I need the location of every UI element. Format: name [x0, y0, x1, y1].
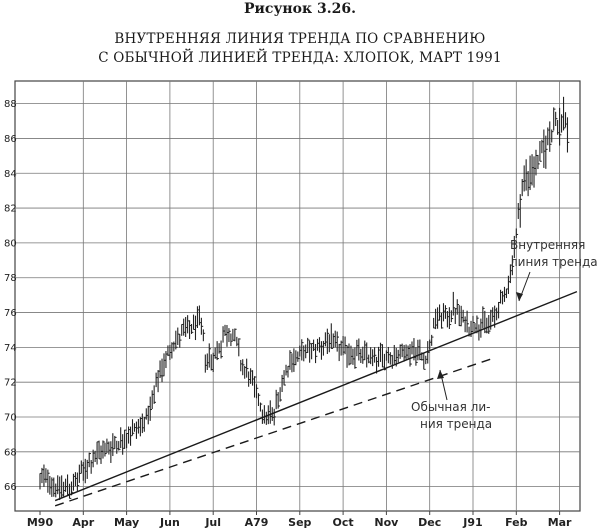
y-tick-label: 70	[4, 412, 17, 423]
annotations: Внутренняя линия тренда Обычная ли- ния …	[411, 238, 598, 431]
y-axis-labels: 66 68 70 72 74 76 78 80 82 84 86 88	[4, 99, 17, 493]
y-tick-label: 74	[4, 343, 17, 354]
x-tick-label: May	[114, 516, 139, 529]
y-tick-label: 78	[4, 273, 17, 284]
regular-trendline-arrowhead	[437, 370, 444, 379]
y-tick-label: 68	[4, 447, 17, 458]
x-tick-label: J91	[462, 516, 482, 529]
grid-lines	[15, 81, 580, 511]
inner-trendline	[54, 290, 578, 502]
x-tick-label: Oct	[333, 516, 354, 529]
x-tick-label: Nov	[374, 516, 399, 529]
chart-title-line1: ВНУТРЕННЯЯ ЛИНИЯ ТРЕНДА ПО СРАВНЕНИЮ	[114, 31, 486, 47]
x-tick-label: Dec	[418, 516, 441, 529]
y-tick-label: 82	[4, 204, 17, 215]
regular-trendline-label-line1: Обычная ли-	[411, 400, 490, 414]
inner-trendline-label-line2: линия тренда	[510, 255, 598, 269]
y-tick-label: 76	[4, 308, 17, 319]
trendlines	[54, 290, 578, 507]
y-tick-label: 72	[4, 378, 17, 389]
x-tick-label: Sep	[288, 516, 311, 529]
x-tick-label: A79	[245, 516, 269, 529]
inner-trendline-label-line1: Внутренняя	[510, 238, 585, 252]
y-tick-label: 86	[4, 134, 17, 145]
regular-trendline	[54, 357, 495, 507]
x-tick-label: Feb	[505, 516, 528, 529]
x-tick-label: Jun	[159, 516, 180, 529]
plot-frame	[14, 80, 581, 512]
x-tick-label: Mar	[548, 516, 572, 529]
y-tick-label: 66	[4, 482, 17, 493]
x-axis-labels: M90 Apr May Jun Jul A79 Sep Oct Nov Dec J91 Feb Mar	[27, 511, 572, 529]
x-tick-label: M90	[27, 516, 54, 529]
price-bars	[39, 96, 570, 501]
figure-label: Рисунок 3.26.	[244, 1, 356, 17]
x-tick-label: Jul	[204, 516, 221, 529]
inner-trendline-arrowhead	[516, 292, 523, 301]
regular-trendline-label-line2: ния тренда	[420, 417, 492, 431]
y-tick-label: 88	[4, 99, 17, 110]
y-tick-label: 84	[4, 169, 17, 180]
y-tick-label: 80	[4, 238, 17, 249]
chart-title-line2: С ОБЫЧНОЙ ЛИНИЕЙ ТРЕНДА: ХЛОПОК, МАРТ 19…	[98, 50, 502, 66]
x-tick-label: Apr	[72, 516, 94, 529]
